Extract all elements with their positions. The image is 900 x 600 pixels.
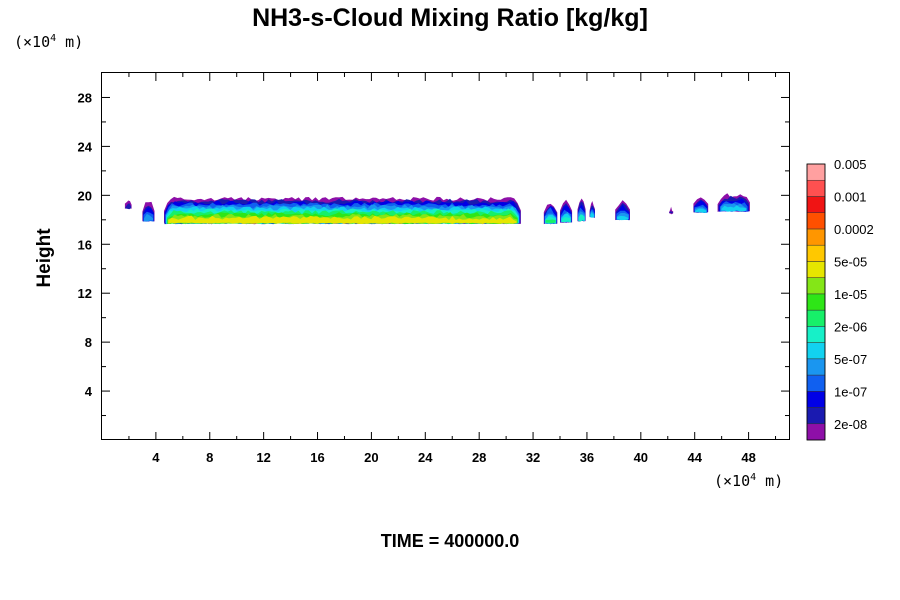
contour-band — [578, 214, 585, 222]
colorbar-swatch — [806, 179, 826, 197]
colorbar-label: 1e-05 — [834, 287, 867, 302]
x-tick-label: 32 — [526, 450, 540, 465]
cloud-segment — [589, 201, 595, 218]
colorbar-swatch — [806, 212, 826, 230]
colorbar-label: 2e-08 — [834, 417, 867, 432]
y-axis-unit: (×104 m) — [14, 33, 84, 51]
x-tick-label: 40 — [634, 450, 648, 465]
x-tick-label: 4 — [152, 450, 160, 465]
contour-band — [590, 212, 595, 218]
colorbar-label: 0.001 — [834, 189, 867, 204]
contour-band — [143, 213, 154, 222]
y-tick-label: 28 — [78, 90, 92, 105]
colorbar-label: 5e-05 — [834, 254, 867, 269]
y-tick-label: 20 — [78, 188, 92, 203]
contour-band — [695, 208, 707, 213]
colorbar-label: 2e-06 — [834, 319, 867, 334]
cloud-segment — [717, 193, 750, 212]
colorbar-label: 5e-07 — [834, 352, 867, 367]
contour-band — [125, 203, 132, 210]
contour-band — [545, 219, 556, 224]
colorbar-label: 0.0002 — [834, 222, 874, 237]
x-axis-unit: (×104 m) — [714, 472, 784, 490]
colorbar-swatch — [806, 293, 826, 311]
colorbar-label: 0.005 — [834, 157, 867, 172]
colorbar-swatch — [806, 407, 826, 425]
x-tick-label: 12 — [256, 450, 270, 465]
x-tick-label: 20 — [364, 450, 378, 465]
y-tick-label: 16 — [78, 237, 92, 252]
x-tick-label: 44 — [687, 450, 702, 465]
colorbar-swatch — [806, 374, 826, 392]
y-tick-label: 12 — [78, 286, 92, 301]
x-tick-label: 28 — [472, 450, 486, 465]
colorbar-swatch — [806, 261, 826, 278]
chart-title: NH3-s-Cloud Mixing Ratio [kg/kg] — [252, 4, 648, 32]
y-tick-label: 4 — [85, 384, 93, 399]
plot-frame — [101, 72, 790, 440]
cloud-segment — [543, 203, 558, 225]
colorbar-swatch — [806, 228, 826, 246]
x-tick-label: 36 — [580, 450, 594, 465]
colorbar-swatch — [806, 277, 826, 295]
cloud-segment — [693, 197, 709, 213]
cloud-segment — [615, 200, 630, 221]
contour-band — [721, 205, 746, 212]
x-tick-label: 8 — [206, 450, 213, 465]
cloud-segment — [669, 206, 674, 215]
cloud-layer — [124, 193, 750, 225]
colorbar-swatch — [806, 163, 826, 181]
cloud-segment — [142, 201, 155, 222]
y-axis-label: Height — [34, 228, 55, 288]
cloud-segment — [124, 200, 132, 210]
y-tick-label: 24 — [78, 139, 93, 154]
colorbar-swatch — [806, 423, 826, 441]
x-tick-label: 48 — [741, 450, 755, 465]
colorbar-swatch — [806, 309, 826, 327]
colorbar: 2e-08 1e-07 5e-07 2e-06 1e-05 5e-05 0.0002 0.00… — [806, 157, 874, 441]
x-tick-label: 16 — [310, 450, 324, 465]
time-label: TIME = 400000.0 — [380, 531, 520, 551]
contour-band — [617, 215, 629, 221]
colorbar-swatch — [806, 196, 826, 213]
colorbar-swatch — [806, 326, 826, 343]
contour-band — [168, 215, 517, 224]
contour-band — [561, 217, 571, 223]
colorbar-swatch — [806, 342, 826, 360]
colorbar-swatch — [806, 358, 826, 376]
contour-band — [669, 211, 673, 214]
cloud-segment — [164, 196, 521, 225]
colorbar-swatch — [806, 244, 826, 262]
cloud-segment — [577, 198, 586, 222]
colorbar-swatch — [806, 391, 826, 408]
colorbar-frame — [806, 163, 826, 441]
x-tick-label: 24 — [418, 450, 433, 465]
cloud-segment — [560, 199, 573, 223]
y-tick-label: 8 — [85, 335, 92, 350]
colorbar-label: 1e-07 — [834, 384, 867, 399]
